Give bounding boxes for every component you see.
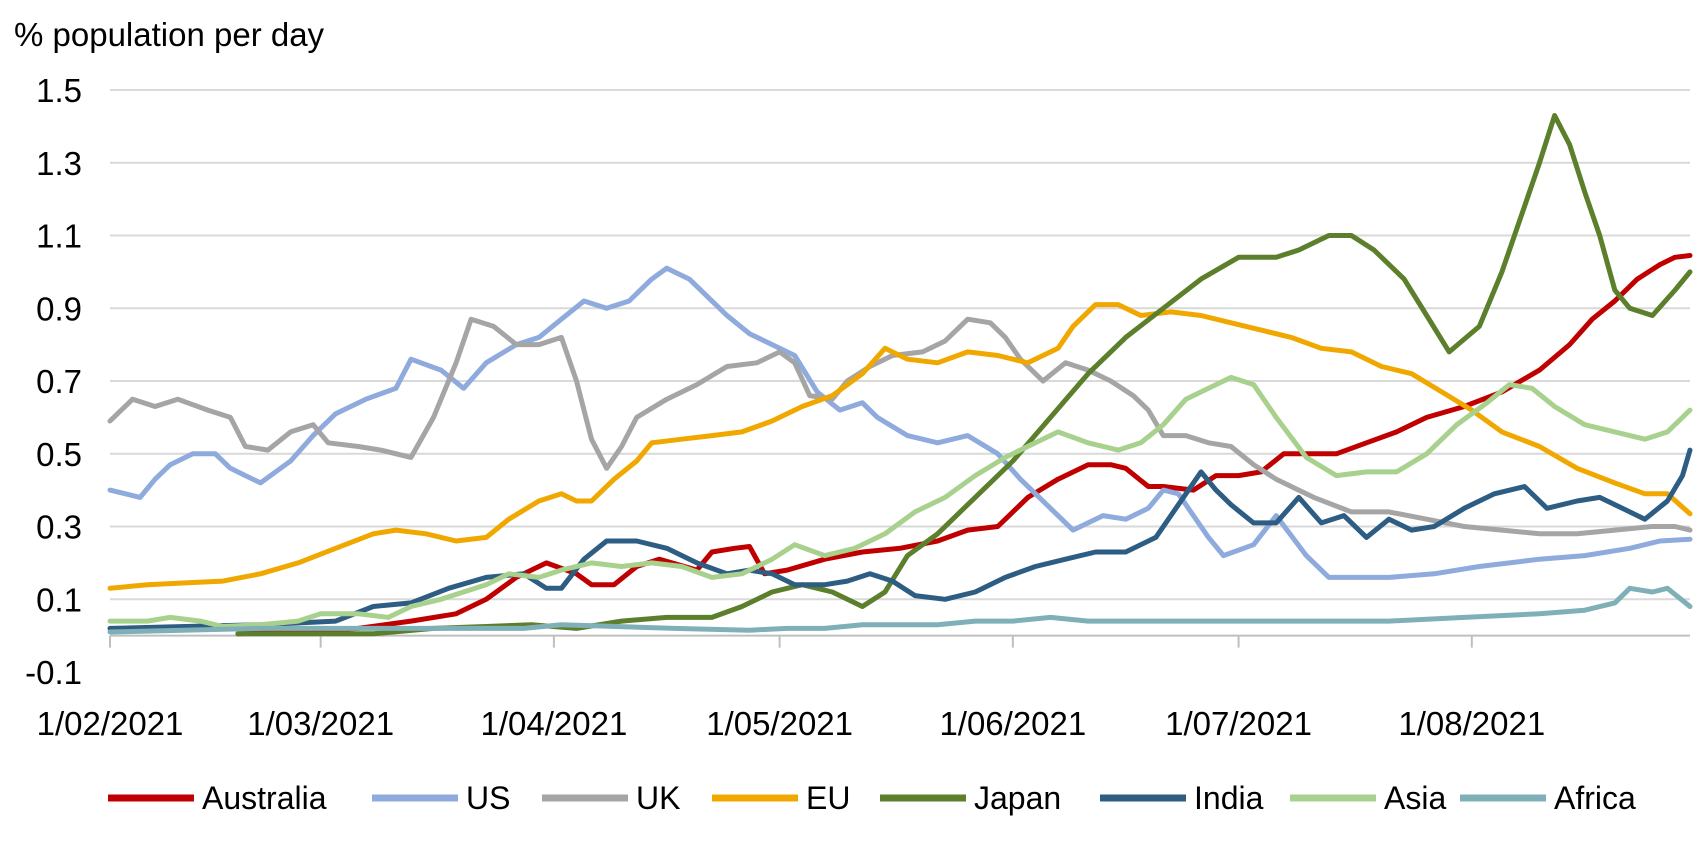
gridlines (110, 89, 1690, 601)
x-tick-label: 1/07/2021 (1165, 705, 1312, 742)
y-tick-label: 0.1 (36, 581, 82, 618)
y-tick-label: 1.1 (36, 218, 82, 255)
series-line-japan (235, 113, 1693, 637)
legend-label-eu: EU (806, 780, 850, 816)
y-tick-label: 0.3 (36, 509, 82, 546)
y-tick-label: 1.3 (36, 145, 82, 182)
legend-label-asia: Asia (1384, 780, 1446, 816)
series-line-uk (107, 316, 1693, 537)
legend-label-australia: Australia (202, 780, 327, 816)
legend-label-india: India (1194, 780, 1264, 816)
series-line-australia (235, 253, 1693, 637)
y-tick-labels: -0.1 0.1 0.3 0.5 0.7 0.9 1.1 1.3 1.5 (25, 72, 82, 691)
x-tick-label: 1/03/2021 (247, 705, 394, 742)
x-tick-labels: 1/02/2021 1/03/2021 1/04/2021 1/05/2021 1/06… (37, 705, 1546, 742)
x-tick-label: 1/04/2021 (480, 705, 627, 742)
series-line-africa (107, 585, 1693, 635)
x-tick-label: 1/06/2021 (939, 705, 1086, 742)
series-line-eu (107, 302, 1693, 591)
y-tick-label: 0.9 (36, 290, 82, 327)
y-axis-title: % population per day (14, 16, 325, 53)
legend-label-japan: Japan (974, 780, 1061, 816)
x-tick-label: 1/02/2021 (37, 705, 184, 742)
x-tick-label: 1/08/2021 (1398, 705, 1545, 742)
series-line-india (107, 447, 1693, 631)
x-tick-label: 1/05/2021 (706, 705, 853, 742)
series-line-asia (107, 374, 1693, 629)
legend-label-us: US (466, 780, 510, 816)
y-tick-label: 1.5 (36, 72, 82, 109)
series-lines (107, 113, 1693, 637)
y-tick-label: 0.7 (36, 363, 82, 400)
legend: Australia US UK EU Japan India Asia Africa (108, 780, 1636, 816)
x-axis (109, 634, 1690, 648)
legend-label-africa: Africa (1554, 780, 1636, 816)
series-line-us (107, 265, 1693, 580)
legend-label-uk: UK (636, 780, 680, 816)
y-tick-label: -0.1 (25, 654, 82, 691)
y-tick-label: 0.5 (36, 436, 82, 473)
